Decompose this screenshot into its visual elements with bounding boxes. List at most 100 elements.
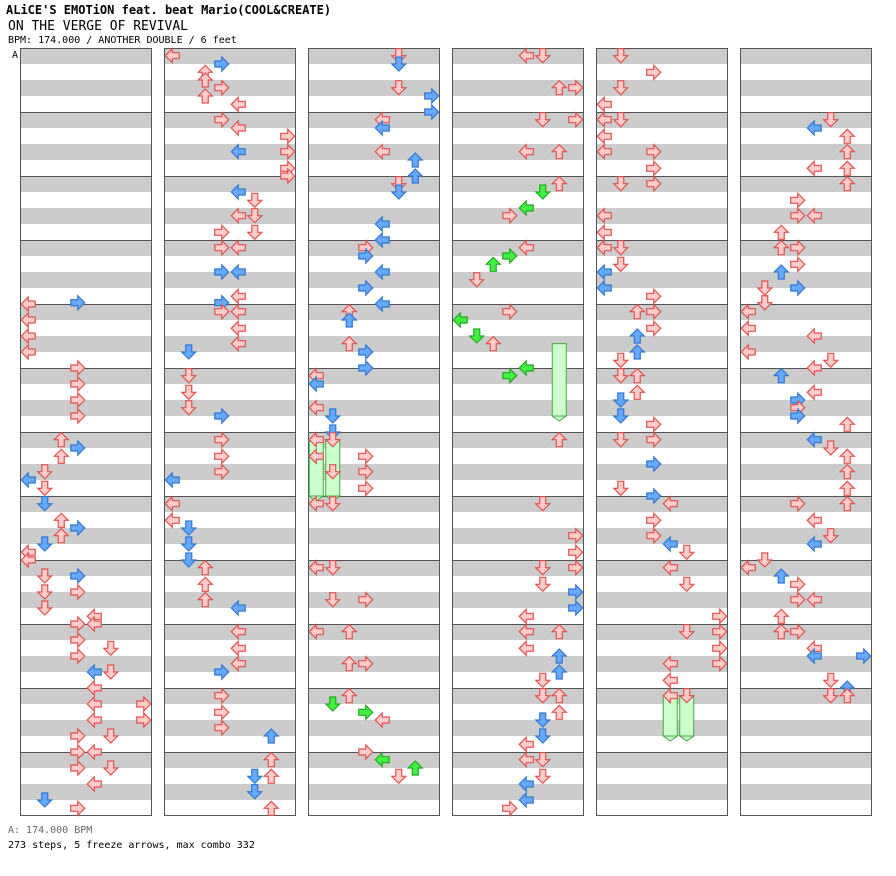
beat-stripe [740, 688, 872, 704]
beat-stripe [20, 128, 152, 144]
beat-stripe [596, 768, 728, 784]
beat-stripe [596, 288, 728, 304]
beat-stripe [452, 208, 584, 224]
beat-stripe [740, 576, 872, 592]
beat-stripe [20, 528, 152, 544]
beat-stripe [308, 800, 440, 816]
beat-stripe [740, 416, 872, 432]
beat-stripe [308, 512, 440, 528]
beat-stripe [308, 496, 440, 512]
beat-stripe [164, 368, 296, 384]
beat-stripe [740, 448, 872, 464]
beat-stripe [20, 176, 152, 192]
beat-stripe [596, 240, 728, 256]
beat-stripe [164, 208, 296, 224]
beat-stripe [308, 624, 440, 640]
beat-stripe [596, 416, 728, 432]
beat-stripe [596, 576, 728, 592]
beat-stripe [308, 416, 440, 432]
beat-stripe [164, 320, 296, 336]
beat-stripe [308, 112, 440, 128]
beat-stripe [20, 192, 152, 208]
beat-stripe [20, 608, 152, 624]
beat-stripe [452, 304, 584, 320]
beat-stripe [164, 448, 296, 464]
beat-stripe [452, 480, 584, 496]
song-subtitle: ON THE VERGE OF REVIVAL [8, 19, 189, 34]
measure-grid [20, 48, 872, 816]
beat-stripe [308, 160, 440, 176]
beat-stripe [308, 464, 440, 480]
beat-stripe [596, 352, 728, 368]
chart-column [20, 48, 152, 816]
beat-stripe [596, 64, 728, 80]
beat-stripe [20, 480, 152, 496]
beat-stripe [740, 800, 872, 816]
beat-stripe [20, 432, 152, 448]
beat-stripe [452, 704, 584, 720]
beat-stripe [308, 48, 440, 64]
beat-stripe [452, 144, 584, 160]
beat-stripe [164, 240, 296, 256]
beat-stripe [740, 592, 872, 608]
beat-stripe [452, 160, 584, 176]
beat-stripe [308, 544, 440, 560]
beat-stripe [20, 464, 152, 480]
beat-stripe [740, 48, 872, 64]
beat-stripe [452, 544, 584, 560]
beat-stripe [452, 528, 584, 544]
beat-stripe [164, 752, 296, 768]
beat-stripe [596, 80, 728, 96]
beat-stripe [164, 144, 296, 160]
beat-stripe [452, 592, 584, 608]
beat-stripe [20, 736, 152, 752]
beat-stripe [20, 688, 152, 704]
beat-stripe [164, 688, 296, 704]
beat-stripe [308, 640, 440, 656]
beat-stripe [308, 192, 440, 208]
beat-stripe [164, 624, 296, 640]
beat-stripe [308, 528, 440, 544]
beat-stripe [596, 608, 728, 624]
beat-stripe [452, 192, 584, 208]
beat-stripe [452, 720, 584, 736]
beat-stripe [164, 560, 296, 576]
chart-column [452, 48, 584, 816]
beat-stripe [740, 96, 872, 112]
beat-stripe [308, 608, 440, 624]
beat-stripe [740, 80, 872, 96]
beat-stripe [20, 112, 152, 128]
beat-stripe [20, 416, 152, 432]
beat-stripe [20, 304, 152, 320]
beat-stripe [596, 384, 728, 400]
beat-stripe [740, 736, 872, 752]
beat-stripe [164, 512, 296, 528]
beat-stripe [20, 320, 152, 336]
beat-stripe [20, 160, 152, 176]
beat-stripe [740, 224, 872, 240]
beat-stripe [20, 384, 152, 400]
column-border [596, 48, 728, 816]
beat-stripe [740, 192, 872, 208]
beat-stripe [452, 336, 584, 352]
beat-stripe [596, 784, 728, 800]
beat-stripe [596, 336, 728, 352]
beat-stripe [452, 448, 584, 464]
beat-stripe [20, 272, 152, 288]
beat-stripe [164, 96, 296, 112]
beat-stripe [308, 448, 440, 464]
beat-stripe [164, 64, 296, 80]
chart-column [308, 48, 440, 816]
column-border [452, 48, 584, 816]
beat-stripe [164, 528, 296, 544]
beat-stripe [308, 672, 440, 688]
beat-stripe [20, 224, 152, 240]
beat-stripe [164, 160, 296, 176]
beat-stripe [740, 608, 872, 624]
beat-stripe [164, 352, 296, 368]
beat-stripe [596, 752, 728, 768]
beat-stripe [596, 640, 728, 656]
beat-stripe [740, 384, 872, 400]
beat-stripe [20, 640, 152, 656]
